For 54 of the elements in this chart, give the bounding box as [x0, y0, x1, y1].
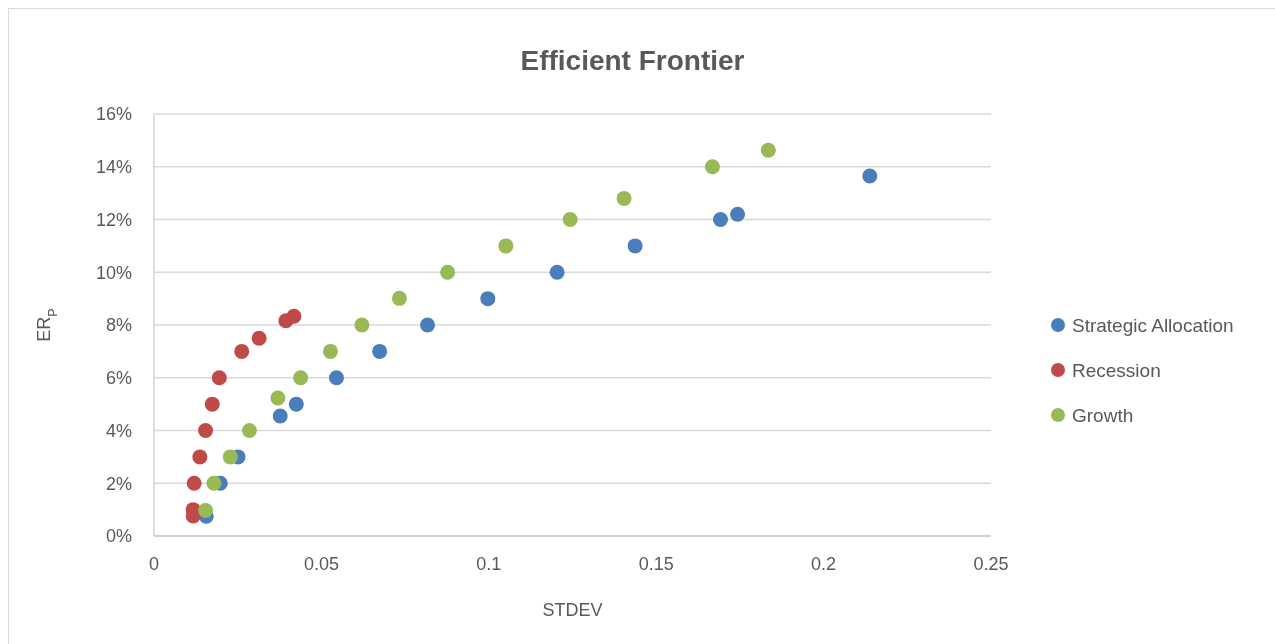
legend-label: Recession [1072, 359, 1161, 381]
chart-title: Efficient Frontier [520, 45, 745, 76]
point [206, 475, 222, 491]
point [322, 343, 338, 359]
y-tick-label: 14% [95, 157, 132, 178]
point [288, 396, 304, 412]
point [251, 330, 267, 346]
point [354, 317, 370, 333]
point [862, 168, 878, 184]
point [549, 264, 565, 280]
x-tick-label: 0.25 [973, 554, 1009, 574]
point [241, 423, 257, 438]
point [420, 317, 436, 333]
y-tick-label: 6% [105, 368, 132, 389]
x-axis-title: STDEV [542, 600, 603, 620]
legend-label: Strategic Allocation [1072, 314, 1234, 336]
point [222, 449, 238, 465]
point [480, 291, 496, 307]
x-tick-label: 0.15 [638, 554, 674, 574]
x-tick-label: 0.05 [303, 554, 339, 574]
point [498, 238, 514, 254]
point [186, 475, 202, 491]
point [760, 142, 776, 158]
point [198, 423, 214, 438]
y-tick-label: 8% [105, 315, 132, 336]
y-tick-label: 16% [95, 104, 132, 125]
point [272, 408, 288, 424]
y-tick-label: 0% [105, 526, 132, 547]
point [211, 370, 227, 386]
point [198, 502, 214, 518]
point [270, 390, 286, 406]
point [712, 212, 728, 227]
point [704, 159, 720, 175]
point [616, 190, 632, 206]
point [730, 206, 746, 222]
point [627, 238, 643, 254]
point [440, 264, 456, 280]
y-tick-label: 4% [105, 420, 132, 441]
legend-label: Growth [1072, 404, 1134, 426]
point [293, 370, 309, 386]
point [391, 290, 407, 306]
y-tick-label: 2% [105, 473, 132, 494]
point [328, 370, 344, 386]
point [192, 449, 208, 465]
point [562, 212, 578, 227]
x-tick-label: 0 [148, 554, 160, 574]
point [372, 343, 388, 359]
point [286, 308, 302, 324]
y-tick-label: 12% [95, 209, 132, 230]
point [234, 343, 250, 359]
x-tick-label: 0.1 [476, 554, 502, 574]
x-tick-label: 0.2 [811, 554, 837, 574]
point [204, 396, 220, 412]
y-tick-label: 10% [95, 262, 132, 283]
